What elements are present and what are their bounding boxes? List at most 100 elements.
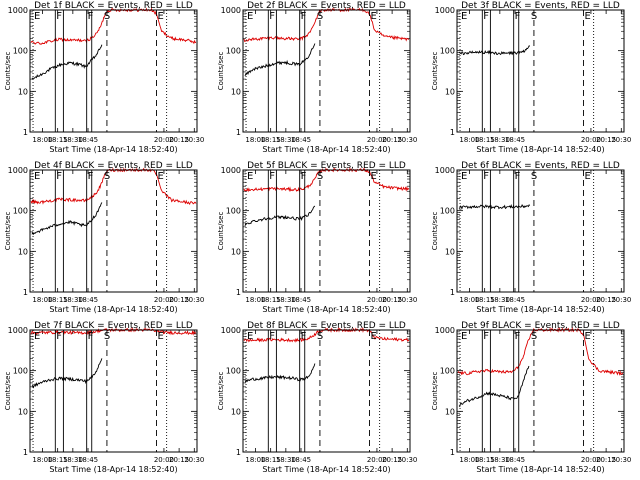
time-marker-label: E [371, 11, 377, 22]
x-tick-label: 18:30 [276, 136, 296, 144]
time-marker-label: F [56, 331, 62, 342]
y-tick-label: 10 [18, 407, 28, 416]
x-tick-label: 18:45 [291, 456, 311, 464]
x-tick-label: 20:30 [397, 136, 417, 144]
time-marker-label: F [56, 171, 62, 182]
lld-series-line [243, 167, 410, 193]
x-axis-label: Start Time (18-Apr-14 18:52:40) [476, 465, 604, 474]
x-tick-label: 18:30 [490, 296, 510, 304]
y-tick-label: 10 [18, 247, 28, 256]
x-tick-label: 18:00 [32, 136, 52, 144]
y-axis-label: Counts/sec [431, 212, 439, 251]
y-tick-label: 100 [440, 47, 455, 56]
plot-frame [456, 329, 625, 453]
y-tick-label: 100 [13, 367, 28, 376]
time-marker-label: E [461, 11, 467, 22]
x-tick-label: 18:00 [459, 296, 479, 304]
x-tick-label: 20:30 [611, 456, 631, 464]
y-tick-label: 1 [23, 448, 28, 457]
lld-series-line [30, 327, 197, 336]
y-axis-label: Counts/sec [431, 372, 439, 411]
time-marker-label: F [515, 331, 521, 342]
plot-frame [29, 329, 198, 453]
y-tick-label: 1000 [221, 6, 241, 15]
time-marker-label: F [515, 11, 521, 22]
y-tick-label: 1000 [221, 166, 241, 175]
y-tick-label: 10 [231, 407, 241, 416]
time-marker-label: E [247, 11, 253, 22]
x-tick-label: 18:00 [459, 136, 479, 144]
time-marker-label: E [34, 11, 40, 22]
x-tick-label: 20:15 [169, 136, 189, 144]
chart-panel: Det 9f BLACK = Events, RED = LLD Counts/s… [431, 321, 631, 474]
chart-panel: Det 5f BLACK = Events, RED = LLD Counts/s… [217, 161, 417, 314]
x-tick-label: 20:00 [581, 296, 601, 304]
plot-frame [29, 169, 198, 293]
time-marker-label: E [34, 331, 40, 342]
y-tick-label: 100 [440, 367, 455, 376]
time-marker-label: F [56, 11, 62, 22]
chart-panel: Det 2f BLACK = Events, RED = LLD Counts/s… [217, 1, 417, 154]
x-axis-label: Start Time (18-Apr-14 18:52:40) [262, 305, 390, 314]
time-marker-label: S [531, 331, 537, 342]
y-axis-label: Counts/sec [217, 52, 225, 91]
x-tick-label: 18:00 [32, 456, 52, 464]
time-marker-label: F [301, 11, 307, 22]
x-tick-label: 18:45 [78, 296, 98, 304]
events-series-line [458, 204, 531, 210]
x-tick-label: 20:00 [154, 456, 174, 464]
x-tick-label: 18:15 [261, 296, 281, 304]
x-axis-label: Start Time (18-Apr-14 18:52:40) [262, 465, 390, 474]
x-tick-label: 20:30 [184, 296, 204, 304]
y-tick-label: 10 [18, 87, 28, 96]
x-tick-label: 20:15 [596, 136, 616, 144]
time-marker-label: E [247, 171, 253, 182]
time-marker-label: F [88, 11, 94, 22]
x-tick-label: 18:30 [63, 456, 83, 464]
x-tick-label: 18:15 [475, 456, 495, 464]
chart-panel: Det 8f BLACK = Events, RED = LLD Counts/s… [217, 321, 417, 474]
time-marker-label: S [104, 11, 110, 22]
x-tick-label: 18:45 [78, 456, 98, 464]
y-tick-label: 100 [226, 367, 241, 376]
x-tick-label: 20:30 [397, 296, 417, 304]
x-tick-label: 18:30 [276, 296, 296, 304]
y-tick-label: 1000 [8, 166, 28, 175]
x-axis-label: Start Time (18-Apr-14 18:52:40) [262, 145, 390, 154]
x-tick-label: 20:15 [169, 456, 189, 464]
x-tick-label: 18:45 [505, 136, 525, 144]
chart-title: Det 8f BLACK = Events, RED = LLD [247, 321, 406, 331]
y-tick-label: 100 [226, 47, 241, 56]
x-tick-label: 20:15 [596, 296, 616, 304]
y-tick-label: 1000 [8, 6, 28, 15]
chart-title: Det 9f BLACK = Events, RED = LLD [461, 321, 620, 331]
x-tick-label: 18:30 [490, 456, 510, 464]
x-tick-label: 18:45 [505, 296, 525, 304]
y-axis-label: Counts/sec [431, 52, 439, 91]
plot-frame [456, 169, 625, 293]
chart-title: Det 2f BLACK = Events, RED = LLD [247, 1, 406, 11]
lld-series-line [30, 7, 197, 45]
y-tick-label: 10 [231, 247, 241, 256]
x-tick-label: 18:30 [63, 136, 83, 144]
x-tick-label: 20:15 [596, 456, 616, 464]
x-tick-label: 18:00 [459, 456, 479, 464]
x-tick-label: 18:00 [32, 296, 52, 304]
y-tick-label: 1000 [435, 326, 455, 335]
x-tick-label: 20:15 [382, 456, 402, 464]
plot-frame [242, 9, 411, 133]
x-tick-label: 18:45 [505, 456, 525, 464]
time-marker-label: F [269, 171, 275, 182]
time-marker-label: S [317, 171, 323, 182]
x-tick-label: 20:00 [581, 136, 601, 144]
y-tick-label: 10 [231, 87, 241, 96]
x-axis-label: Start Time (18-Apr-14 18:52:40) [476, 305, 604, 314]
time-marker-label: E [461, 331, 467, 342]
x-tick-label: 20:30 [611, 136, 631, 144]
y-tick-label: 1 [236, 128, 241, 137]
y-tick-label: 1000 [435, 166, 455, 175]
events-series-line [458, 365, 530, 408]
time-marker-label: E [585, 171, 591, 182]
chart-title: Det 5f BLACK = Events, RED = LLD [247, 161, 406, 171]
time-marker-label: F [269, 11, 275, 22]
